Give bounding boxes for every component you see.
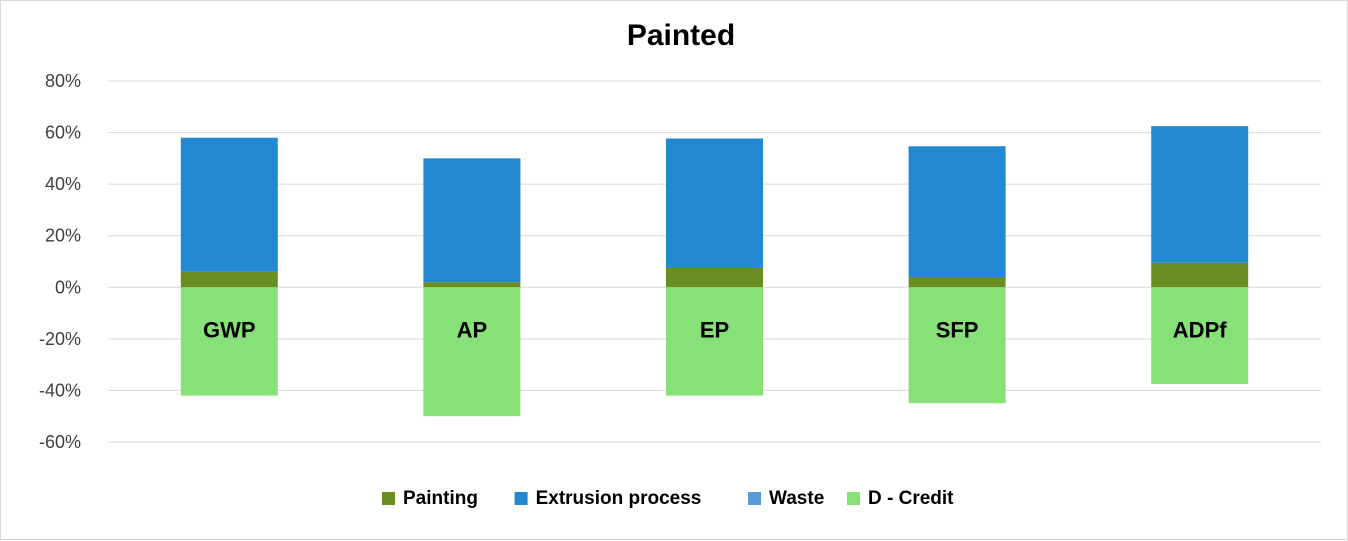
bar-extrusion-process-ep <box>666 138 763 268</box>
legend-label: Extrusion process <box>536 488 702 509</box>
category-label: EP <box>700 317 729 342</box>
bar-extrusion-process-ap <box>423 158 521 283</box>
bar-d-credit-sfp <box>908 287 1006 404</box>
bar-d-credit-ep <box>666 287 763 396</box>
y-tick-label: 20% <box>45 226 81 246</box>
legend: Painting Extrusion process Waste D - Credit <box>382 488 954 509</box>
bar-painting-ap <box>423 282 521 288</box>
legend-swatch <box>748 492 761 505</box>
legend-swatch <box>847 492 860 505</box>
bar-extrusion-process-gwp <box>180 137 278 272</box>
y-axis-ticks: 80% 60% 40% 20% 0% -20% -40% -60% <box>39 71 81 452</box>
y-tick-label: 0% <box>55 277 81 297</box>
bar-d-credit-ap <box>423 287 521 417</box>
bar-extrusion-process-adpf <box>1151 126 1249 263</box>
y-tick-label: -60% <box>39 432 81 452</box>
category-label: GWP <box>203 317 256 342</box>
bar-extrusion-process-sfp <box>908 146 1006 277</box>
bar-d-credit-gwp <box>180 287 278 396</box>
bar-painting-sfp <box>908 276 1006 288</box>
category-labels: GWP AP EP SFP ADPf <box>203 317 1227 342</box>
bars <box>180 126 1249 417</box>
bar-d-credit-adpf <box>1151 287 1249 384</box>
y-tick-label: 60% <box>45 123 81 143</box>
y-tick-label: -20% <box>39 329 81 349</box>
legend-swatch <box>514 492 528 505</box>
legend-label: D - Credit <box>868 488 954 509</box>
category-label: SFP <box>936 317 979 342</box>
chart-title: Painted <box>627 19 735 52</box>
category-label: ADPf <box>1173 317 1227 342</box>
bar-painting-ep <box>666 267 763 288</box>
y-tick-label: -40% <box>39 380 81 400</box>
legend-label: Waste <box>769 488 824 509</box>
bar-painting-adpf <box>1151 262 1249 288</box>
category-label: AP <box>457 317 488 342</box>
legend-label: Painting <box>403 488 478 509</box>
bar-painting-gwp <box>180 271 278 288</box>
y-tick-label: 40% <box>45 174 81 194</box>
legend-swatch <box>382 492 395 505</box>
y-tick-label: 80% <box>45 71 81 91</box>
